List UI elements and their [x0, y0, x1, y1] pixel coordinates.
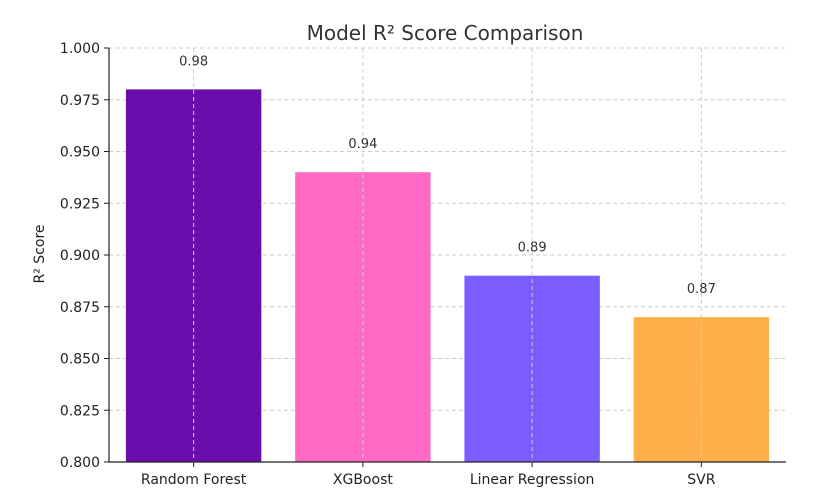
x-tick-label: Linear Regression — [470, 472, 595, 488]
labels: 0.800 0.825 0.850 0.875 0.900 0.925 0.950 0.975… — [60, 41, 716, 488]
bar — [633, 317, 770, 462]
bars — [125, 89, 770, 463]
y-tick-label: 0.800 — [60, 455, 100, 471]
bar — [464, 275, 600, 462]
bar-value-label: 0.98 — [179, 54, 208, 69]
y-tick-label: 1.000 — [60, 41, 100, 57]
y-axis-label: R² Score — [32, 224, 48, 283]
x-tick-label: XGBoost — [333, 472, 393, 488]
y-tick-label: 0.900 — [60, 248, 100, 264]
y-tick-label: 0.825 — [60, 403, 100, 419]
y-tick-label: 0.925 — [60, 196, 100, 212]
y-tick-label: 0.875 — [60, 300, 100, 316]
axes — [104, 47, 786, 467]
bar-value-label: 0.87 — [687, 282, 716, 297]
y-tick-label: 0.950 — [60, 145, 100, 161]
y-tick-label: 0.975 — [60, 93, 100, 109]
chart-title: Model R² Score Comparison — [307, 21, 584, 45]
bar-value-label: 0.94 — [348, 137, 377, 152]
y-tick-label: 0.850 — [60, 352, 100, 368]
bar-value-label: 0.89 — [518, 241, 547, 256]
x-tick-label: SVR — [687, 472, 715, 488]
x-tick-label: Random Forest — [141, 472, 247, 488]
